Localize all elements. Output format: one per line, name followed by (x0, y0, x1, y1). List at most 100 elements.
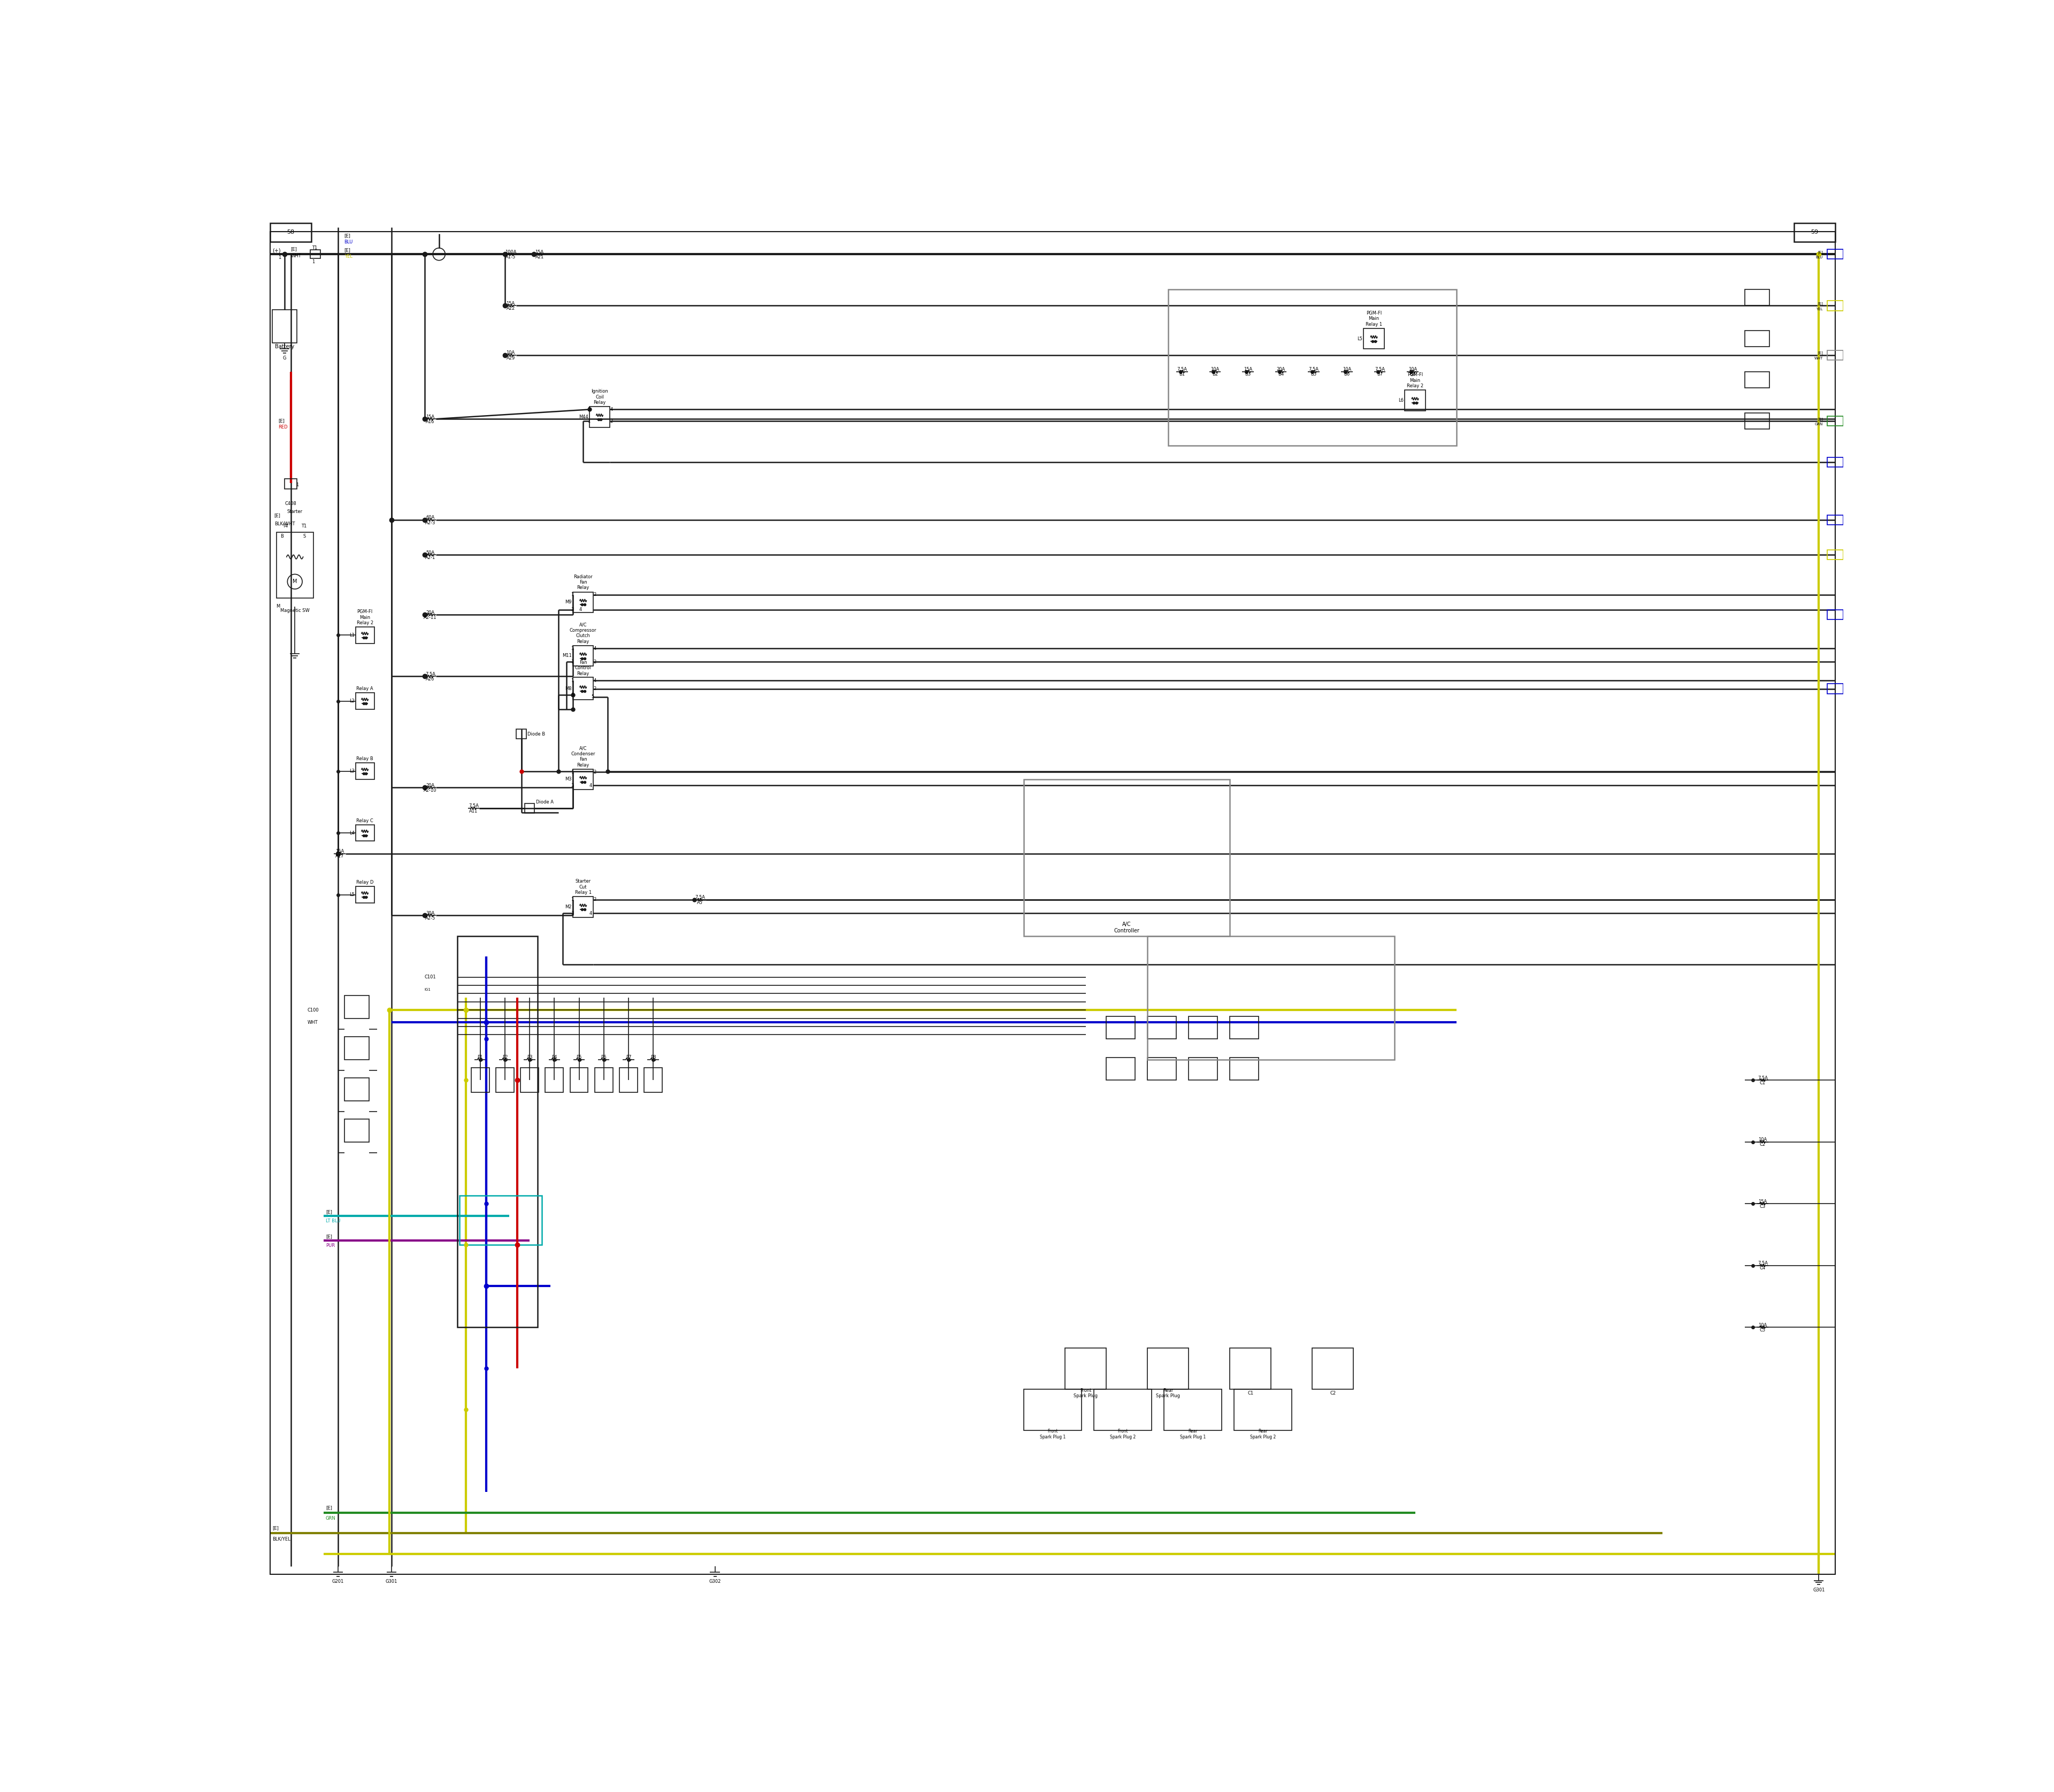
Bar (1107, 1057, 1136, 1081)
Text: 2: 2 (594, 659, 596, 665)
Text: YEL: YEL (345, 254, 351, 258)
Bar (1189, 1016, 1218, 1039)
Bar (1826, 685, 1842, 694)
Bar (460, 1195, 542, 1245)
Bar (345, 1120, 370, 1142)
Text: 3: 3 (587, 407, 589, 412)
Text: 7.5A: 7.5A (468, 803, 479, 808)
Bar (573, 645, 594, 667)
Bar (573, 896, 594, 918)
Bar (1066, 1348, 1107, 1389)
Text: GRN: GRN (327, 1516, 335, 1521)
Text: 10A: 10A (1210, 367, 1220, 373)
Text: B8: B8 (1409, 373, 1415, 376)
Text: S: S (304, 534, 306, 539)
Text: G201: G201 (333, 1579, 343, 1584)
Text: A2-5: A2-5 (425, 916, 435, 921)
Text: 1: 1 (571, 593, 573, 597)
Text: 4: 4 (594, 645, 596, 650)
Text: Front
Spark Plug: Front Spark Plug (1074, 1387, 1097, 1398)
Text: G301: G301 (386, 1579, 398, 1584)
Text: 59: 59 (1812, 229, 1818, 235)
Bar (573, 677, 594, 701)
Text: [E]: [E] (1818, 351, 1822, 355)
Text: [E]: [E] (273, 1525, 279, 1530)
Bar (1230, 1348, 1271, 1389)
Text: Fan
Control
Relay: Fan Control Relay (575, 659, 592, 676)
Bar (1826, 349, 1842, 360)
Bar (286, 478, 298, 489)
Text: P4: P4 (553, 1055, 557, 1059)
Text: 58: 58 (288, 229, 294, 235)
Text: WHT: WHT (1814, 357, 1822, 360)
Text: C408: C408 (286, 502, 296, 505)
Text: C100: C100 (308, 1007, 318, 1012)
Text: 20A: 20A (425, 609, 435, 615)
Text: 7.5A: 7.5A (425, 672, 435, 677)
Text: C1: C1 (1247, 1391, 1253, 1396)
Text: Diode A: Diode A (536, 799, 553, 805)
Bar (1826, 249, 1842, 260)
Text: Rear
Spark Plug 2: Rear Spark Plug 2 (1249, 1428, 1276, 1439)
Text: G302: G302 (709, 1579, 721, 1584)
Text: [E]: [E] (292, 247, 298, 251)
Text: L2: L2 (349, 699, 355, 704)
Bar (1826, 514, 1842, 525)
Bar (1826, 416, 1842, 426)
Text: 10A: 10A (1343, 367, 1352, 373)
Text: BLK/YEL: BLK/YEL (273, 1536, 290, 1541)
Text: P7: P7 (626, 1055, 631, 1059)
Text: 1: 1 (571, 677, 573, 683)
Bar (1023, 1389, 1082, 1430)
Text: 2: 2 (594, 898, 596, 901)
Text: 1: 1 (587, 419, 589, 423)
Text: 30A: 30A (425, 910, 435, 916)
Text: P1: P1 (477, 1055, 483, 1059)
Text: Starter
Cut
Relay 1: Starter Cut Relay 1 (575, 880, 592, 894)
Text: WHT: WHT (308, 1020, 318, 1025)
Text: IG1: IG1 (425, 987, 431, 991)
Text: A/C
Condenser
Fan
Relay: A/C Condenser Fan Relay (571, 745, 596, 767)
Bar (1826, 457, 1842, 468)
Bar (458, 935, 538, 1328)
Text: C5: C5 (1760, 1328, 1766, 1333)
Text: GRN: GRN (1814, 423, 1822, 426)
Text: B6: B6 (1343, 373, 1349, 376)
Bar (1148, 935, 1395, 1059)
Bar (1744, 412, 1768, 430)
Text: 7.5A: 7.5A (694, 896, 705, 900)
Text: 4: 4 (594, 677, 596, 683)
Text: BLU: BLU (345, 240, 353, 244)
Bar (1165, 1389, 1222, 1430)
Text: YEL: YEL (1816, 308, 1822, 310)
Bar (1793, 224, 1834, 242)
Bar (1148, 1348, 1189, 1389)
Text: B1: B1 (1179, 373, 1185, 376)
Bar (345, 1079, 370, 1100)
Text: P5: P5 (577, 1055, 581, 1059)
Text: Relay A: Relay A (357, 686, 374, 692)
Text: M2: M2 (565, 905, 571, 909)
Bar (355, 627, 374, 643)
Text: T1: T1 (302, 523, 306, 529)
Bar (544, 1068, 563, 1093)
Text: 60A: 60A (425, 516, 435, 520)
Text: M44: M44 (579, 414, 587, 419)
Text: B3: B3 (1245, 373, 1251, 376)
Text: [E]: [E] (327, 1210, 333, 1215)
Text: A5: A5 (696, 900, 702, 905)
Text: 3: 3 (571, 910, 573, 916)
Text: Battery: Battery (275, 344, 294, 349)
Text: 15A: 15A (505, 301, 516, 306)
Text: L6: L6 (1399, 398, 1403, 403)
Bar (470, 1068, 489, 1093)
Bar (620, 1068, 637, 1093)
Text: 4: 4 (589, 783, 592, 788)
Text: A2-11: A2-11 (423, 615, 438, 620)
Bar (569, 1068, 587, 1093)
Bar (1364, 328, 1384, 349)
Text: B4: B4 (1278, 373, 1284, 376)
Text: Starter: Starter (288, 509, 302, 514)
Text: M11: M11 (563, 654, 571, 658)
Text: 15A: 15A (335, 849, 345, 853)
